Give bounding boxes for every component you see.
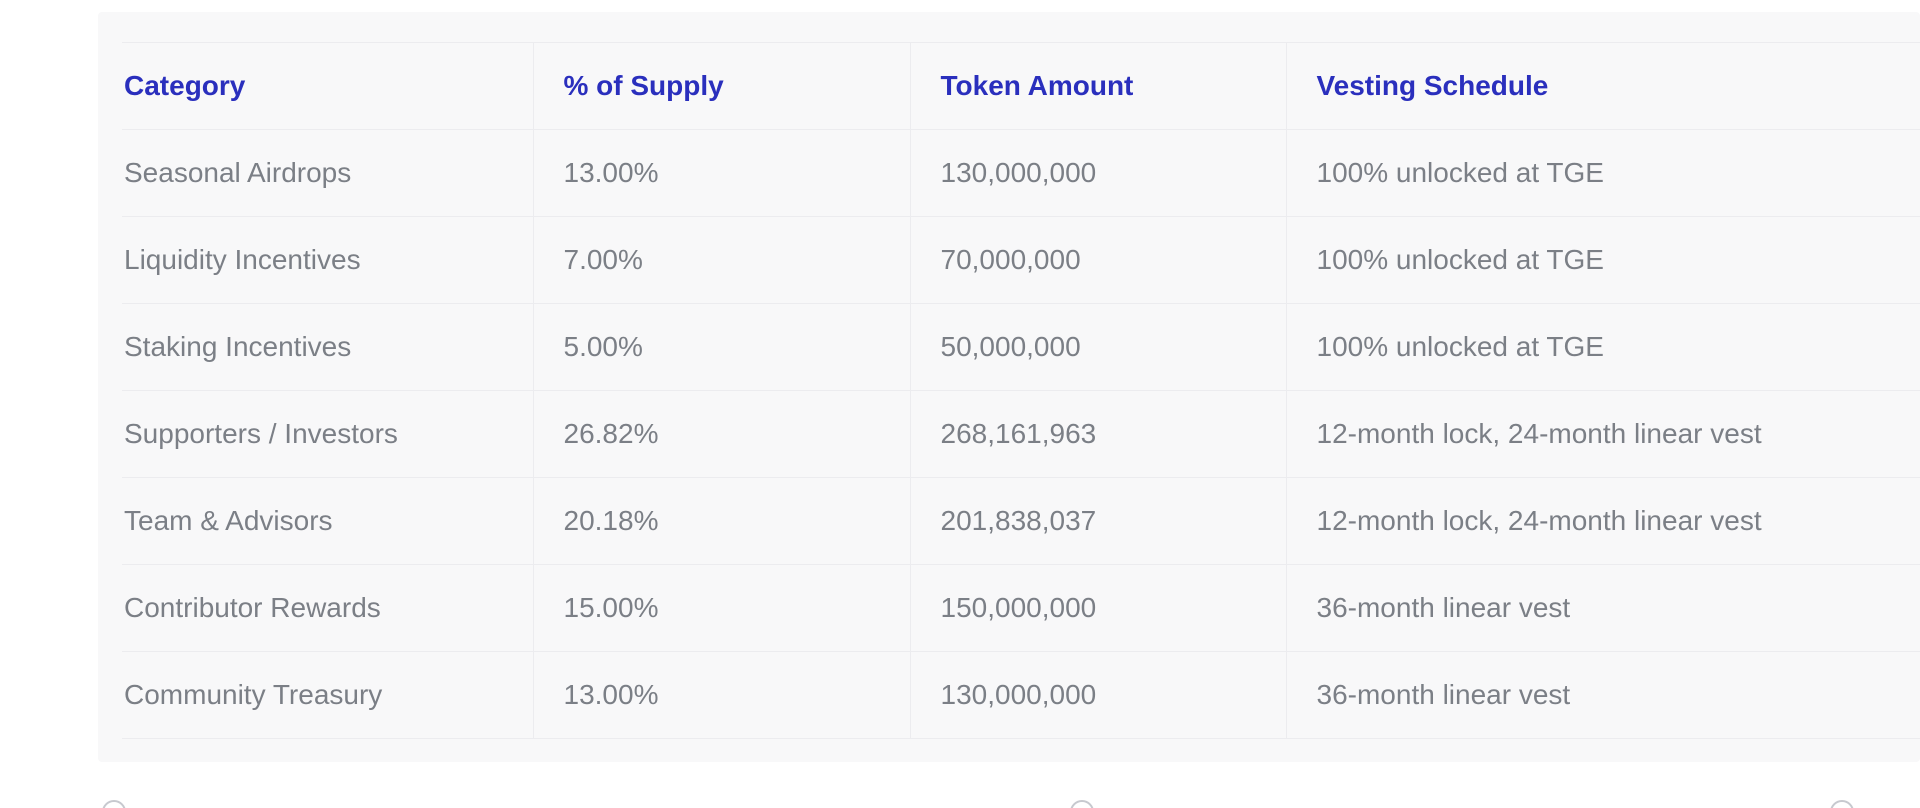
cell-amount: 70,000,000 bbox=[909, 216, 1286, 304]
cell-vesting: 12-month lock, 24-month linear vest bbox=[1285, 390, 1920, 478]
cell-percent: 20.18% bbox=[532, 477, 910, 565]
cell-amount: 201,838,037 bbox=[909, 477, 1286, 565]
cell-vesting: 100% unlocked at TGE bbox=[1285, 303, 1920, 391]
cell-category: Seasonal Airdrops bbox=[122, 129, 533, 217]
cell-category: Contributor Rewards bbox=[122, 564, 533, 652]
cell-vesting: 36-month linear vest bbox=[1285, 564, 1920, 652]
cell-category: Liquidity Incentives bbox=[122, 216, 533, 304]
cell-vesting: 12-month lock, 24-month linear vest bbox=[1285, 477, 1920, 565]
cell-vesting: 36-month linear vest bbox=[1285, 651, 1920, 739]
table-header-row: Category % of Supply Token Amount Vestin… bbox=[122, 42, 1920, 130]
cell-amount: 130,000,000 bbox=[909, 651, 1286, 739]
cell-percent: 13.00% bbox=[532, 651, 910, 739]
table-row: Community Treasury 13.00% 130,000,000 36… bbox=[122, 651, 1920, 739]
table-row: Team & Advisors 20.18% 201,838,037 12-mo… bbox=[122, 477, 1920, 565]
partial-circle-decoration bbox=[1830, 800, 1854, 808]
token-allocation-panel: Category % of Supply Token Amount Vestin… bbox=[98, 12, 1920, 762]
cell-percent: 5.00% bbox=[532, 303, 910, 391]
cell-amount: 268,161,963 bbox=[909, 390, 1286, 478]
header-category: Category bbox=[122, 42, 533, 130]
cell-amount: 150,000,000 bbox=[909, 564, 1286, 652]
partial-circle-decoration bbox=[1070, 800, 1094, 808]
table-row: Liquidity Incentives 7.00% 70,000,000 10… bbox=[122, 216, 1920, 304]
header-percent-of-supply: % of Supply bbox=[532, 42, 910, 130]
table-row: Supporters / Investors 26.82% 268,161,96… bbox=[122, 390, 1920, 478]
cell-category: Community Treasury bbox=[122, 651, 533, 739]
cell-category: Supporters / Investors bbox=[122, 390, 533, 478]
cell-amount: 130,000,000 bbox=[909, 129, 1286, 217]
table-row: Seasonal Airdrops 13.00% 130,000,000 100… bbox=[122, 129, 1920, 217]
cell-category: Staking Incentives bbox=[122, 303, 533, 391]
cell-category: Team & Advisors bbox=[122, 477, 533, 565]
cell-percent: 13.00% bbox=[532, 129, 910, 217]
table-row: Staking Incentives 5.00% 50,000,000 100%… bbox=[122, 303, 1920, 391]
table-row: Contributor Rewards 15.00% 150,000,000 3… bbox=[122, 564, 1920, 652]
header-vesting-schedule: Vesting Schedule bbox=[1285, 42, 1920, 130]
cell-percent: 7.00% bbox=[532, 216, 910, 304]
cell-amount: 50,000,000 bbox=[909, 303, 1286, 391]
cell-percent: 26.82% bbox=[532, 390, 910, 478]
token-allocation-table: Category % of Supply Token Amount Vestin… bbox=[122, 42, 1920, 739]
cell-vesting: 100% unlocked at TGE bbox=[1285, 216, 1920, 304]
partial-circle-decoration bbox=[102, 800, 126, 808]
cell-vesting: 100% unlocked at TGE bbox=[1285, 129, 1920, 217]
header-token-amount: Token Amount bbox=[909, 42, 1286, 130]
cell-percent: 15.00% bbox=[532, 564, 910, 652]
